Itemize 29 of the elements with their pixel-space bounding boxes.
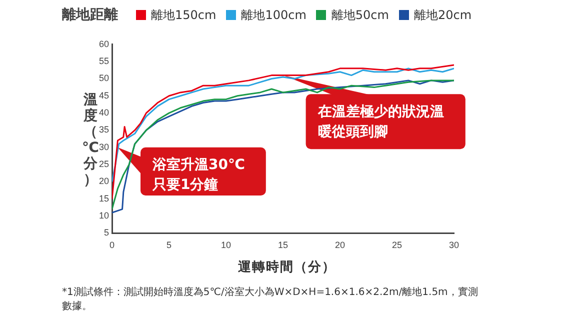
- x-axis-title: 運轉時間（分）: [237, 259, 337, 276]
- x-tick-label: 5: [166, 240, 172, 250]
- y-tick-label: 55: [98, 56, 110, 66]
- legend-label: 離地20cm: [414, 6, 472, 24]
- x-tick-label: 30: [448, 240, 460, 250]
- y-tick-label: 40: [98, 108, 110, 118]
- y-tick-label: 50: [98, 73, 110, 84]
- annotation: 在溫差極少的狀況溫暖從頭到腳: [318, 103, 445, 142]
- legend-title: 離地距離: [62, 6, 118, 24]
- y-tick-label: 25: [98, 159, 110, 170]
- text: *1測試條件：測試開始時溫度為5℃/浴室大小為W×D×H=1.6×1.6×2.2m/離地1.5m，實測數據。: [62, 286, 479, 314]
- legend-label: 離地150cm: [151, 6, 216, 24]
- x-tick-label: 10: [221, 240, 232, 250]
- x-tick-label: 20: [334, 240, 346, 250]
- x-tick-label: 25: [392, 240, 402, 250]
- legend-label: 離地100cm: [241, 6, 306, 24]
- y-tick-label: 10: [98, 210, 110, 221]
- y-axis-title: 溫度（℃分）: [82, 92, 100, 188]
- y-tick-label: 35: [98, 124, 110, 135]
- annotation: 浴室升溫30℃只要1分鐘: [152, 156, 246, 196]
- legend-label: 離地50cm: [331, 6, 389, 24]
- y-tick-label: 60: [98, 38, 110, 49]
- y-tick-label: 5: [104, 228, 110, 238]
- y-tick-label: 30: [98, 142, 110, 152]
- x-tick-label: 15: [278, 240, 288, 250]
- y-tick-label: 20: [98, 176, 110, 186]
- y-tick-label: 45: [98, 90, 110, 100]
- x-tick-label: 0: [110, 240, 115, 250]
- y-tick-label: 15: [98, 193, 110, 204]
